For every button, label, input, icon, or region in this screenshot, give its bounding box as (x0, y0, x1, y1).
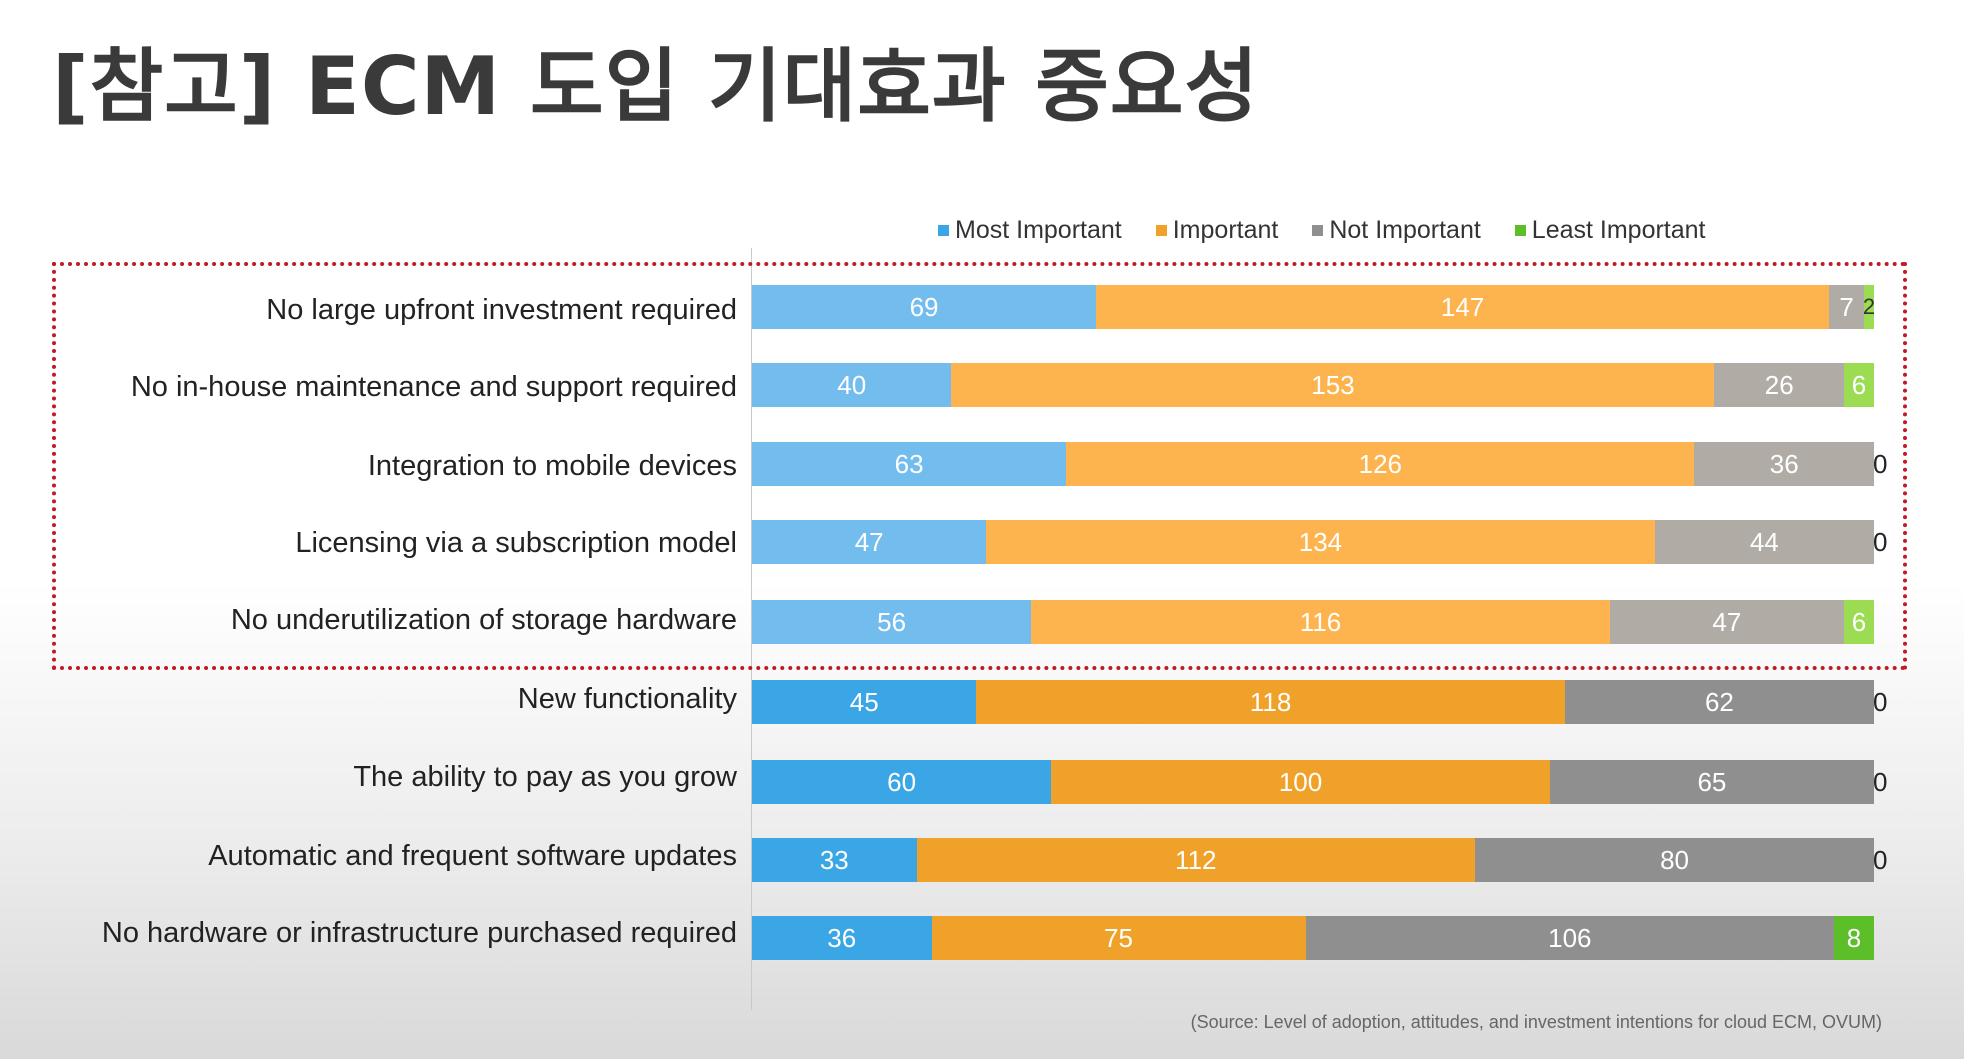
source-note: (Source: Level of adoption, attitudes, a… (1190, 1012, 1882, 1032)
bar-not-important-row-6: 62 (1564, 680, 1874, 724)
bar-most-important-row-5: 56 (752, 600, 1032, 644)
legend-swatch-least-important (1514, 224, 1526, 236)
data-label-least-important-row-1: 2 (1862, 294, 1876, 319)
data-label-least-important-row-9: 8 (1846, 922, 1862, 953)
bar-not-important-row-5: 47 (1609, 600, 1845, 644)
bar-most-important-row-8: 33 (752, 838, 917, 882)
category-axis-line (751, 248, 752, 1010)
data-label-not-important-row-5: 47 (1712, 606, 1742, 637)
bar-important-row-9: 75 (931, 916, 1306, 960)
data-label-important-row-3: 126 (1358, 448, 1402, 479)
bar-important-row-7: 100 (1051, 760, 1550, 804)
category-label-licensing-via-a-subscription-model: Licensing via a subscription model (295, 527, 737, 559)
bar-least-important-row-2: 6 (1844, 363, 1874, 407)
data-label-least-important-row-2: 6 (1851, 369, 1867, 400)
legend-item-most-important: Most Important (938, 216, 1122, 245)
data-label-least-important-row-6: 0 (1873, 687, 1888, 717)
bar-most-important-row-1: 69 (752, 285, 1097, 329)
category-label-no-hardware-or-infrastructure-purchased-required: No hardware or infrastructure purchased … (101, 917, 737, 949)
legend-label-not-important: Not Important (1329, 215, 1481, 244)
category-label-no-in-house-maintenance-and-support-required: No in-house maintenance and support requ… (130, 371, 737, 403)
bar-most-important-row-7: 60 (752, 760, 1052, 804)
bar-important-row-3: 126 (1066, 442, 1695, 486)
bar-not-important-row-9: 106 (1305, 916, 1835, 960)
category-label-no-large-upfront-investment-required: No large upfront investment required (266, 294, 737, 326)
legend-label-most-important: Most Important (955, 215, 1122, 244)
data-label-not-important-row-3: 36 (1769, 448, 1799, 479)
data-label-least-important-row-7: 0 (1873, 767, 1888, 797)
bar-least-important-row-5: 6 (1844, 600, 1874, 644)
data-label-not-important-row-6: 62 (1704, 686, 1734, 717)
data-label-most-important-row-6: 45 (849, 686, 879, 717)
bar-not-important-row-4: 44 (1654, 520, 1874, 564)
legend-item-least-important: Least Important (1514, 215, 1706, 245)
data-label-most-important-row-5: 56 (877, 606, 907, 637)
data-label-important-row-6: 118 (1249, 686, 1292, 717)
data-label-most-important-row-4: 47 (854, 526, 884, 557)
data-label-most-important-row-1: 69 (909, 291, 939, 322)
data-label-important-row-2: 153 (1311, 369, 1355, 400)
legend-label-important: Important (1172, 215, 1279, 244)
legend-swatch-not-important (1312, 224, 1324, 236)
data-label-most-important-row-2: 40 (837, 369, 867, 400)
bar-most-important-row-9: 36 (752, 916, 932, 960)
bar-most-important-row-3: 63 (752, 442, 1067, 486)
bar-important-row-5: 116 (1031, 600, 1610, 644)
data-label-not-important-row-9: 106 (1548, 922, 1592, 953)
category-label-new-functionality: New functionality (517, 683, 737, 715)
data-label-important-row-5: 116 (1299, 606, 1342, 637)
legend-label-least-important: Least Important (1531, 215, 1706, 244)
data-label-most-important-row-8: 33 (819, 844, 849, 875)
data-label-not-important-row-8: 80 (1660, 844, 1689, 875)
page-title: [참고] ECM 도입 기대효과 중요성 (52, 40, 1260, 133)
legend-item-not-important: Not Important (1312, 215, 1481, 245)
bar-important-row-1: 147 (1096, 285, 1830, 329)
data-label-not-important-row-4: 44 (1749, 526, 1779, 557)
bar-important-row-4: 134 (986, 520, 1655, 564)
data-label-least-important-row-5: 6 (1851, 606, 1867, 637)
data-label-important-row-8: 112 (1175, 844, 1217, 875)
bar-not-important-row-2: 26 (1714, 363, 1845, 407)
data-label-not-important-row-2: 26 (1764, 369, 1794, 400)
highlight-box (52, 262, 1907, 670)
data-label-important-row-9: 75 (1104, 922, 1133, 953)
data-label-least-important-row-3: 0 (1873, 449, 1888, 479)
legend-item-important: Important (1155, 215, 1279, 245)
data-label-not-important-row-1: 7 (1839, 291, 1854, 322)
data-label-important-row-1: 147 (1440, 291, 1485, 322)
bar-not-important-row-3: 36 (1694, 442, 1874, 486)
bar-important-row-6: 118 (976, 680, 1565, 724)
bar-most-important-row-2: 40 (752, 363, 952, 407)
bar-least-important-row-1: 2 (1862, 285, 1876, 329)
data-label-important-row-4: 134 (1298, 526, 1343, 557)
legend-swatch-important (1155, 224, 1167, 236)
data-label-least-important-row-8: 0 (1873, 845, 1888, 875)
data-label-not-important-row-7: 65 (1697, 766, 1727, 797)
bar-most-important-row-4: 47 (752, 520, 987, 564)
bar-least-important-row-9: 8 (1834, 916, 1874, 960)
bar-most-important-row-6: 45 (752, 680, 977, 724)
bar-not-important-row-7: 65 (1549, 760, 1874, 804)
category-label-no-underutilization-of-storage-hardware: No underutilization of storage hardware (230, 604, 737, 636)
category-label-the-ability-to-pay-as-you-grow: The ability to pay as you grow (353, 761, 737, 793)
data-label-most-important-row-9: 36 (827, 922, 857, 953)
data-label-most-important-row-3: 63 (894, 448, 924, 479)
bar-not-important-row-1: 7 (1829, 285, 1865, 329)
bar-not-important-row-8: 80 (1475, 838, 1874, 882)
data-label-most-important-row-7: 60 (887, 766, 917, 797)
data-label-least-important-row-4: 0 (1873, 527, 1888, 557)
bar-important-row-2: 153 (951, 363, 1715, 407)
category-label-automatic-and-frequent-software-updates: Automatic and frequent software updates (208, 840, 737, 872)
legend-swatch-most-important (938, 224, 949, 236)
data-label-important-row-7: 100 (1278, 766, 1323, 797)
chart-legend: Most Important Important Not Important L… (938, 212, 1706, 248)
category-label-integration-to-mobile-devices: Integration to mobile devices (367, 450, 737, 482)
bar-important-row-8: 112 (916, 838, 1476, 882)
